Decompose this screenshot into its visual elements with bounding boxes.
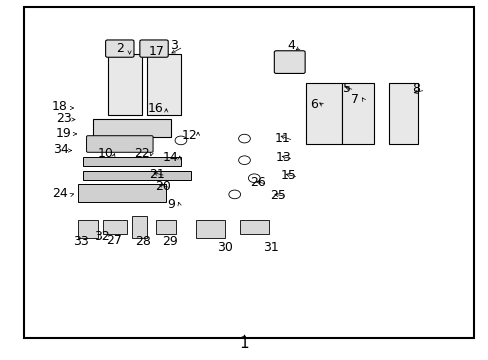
- Text: 22: 22: [134, 147, 149, 159]
- Bar: [78, 184, 166, 202]
- Bar: [83, 157, 181, 166]
- Text: 3: 3: [169, 39, 177, 51]
- Text: 30: 30: [217, 241, 232, 254]
- Text: 9: 9: [167, 198, 175, 211]
- Text: 5: 5: [343, 82, 350, 95]
- Text: 4: 4: [286, 39, 294, 51]
- Text: 31: 31: [263, 241, 279, 254]
- Text: 13: 13: [275, 151, 291, 164]
- Text: 29: 29: [162, 235, 178, 248]
- Text: 10: 10: [97, 147, 113, 160]
- FancyBboxPatch shape: [86, 136, 153, 152]
- Bar: [195, 220, 224, 238]
- Text: 24: 24: [52, 187, 67, 200]
- Circle shape: [175, 136, 186, 145]
- Text: 15: 15: [280, 169, 296, 182]
- Text: 26: 26: [250, 176, 265, 189]
- Circle shape: [228, 190, 240, 199]
- Bar: [305, 83, 342, 144]
- Text: 7: 7: [350, 93, 358, 105]
- Circle shape: [238, 134, 250, 143]
- Text: 6: 6: [310, 98, 318, 111]
- FancyBboxPatch shape: [274, 51, 305, 73]
- Text: 33: 33: [73, 235, 88, 248]
- Bar: [102, 220, 127, 234]
- Text: 14: 14: [162, 151, 178, 164]
- Text: 28: 28: [135, 235, 151, 248]
- Circle shape: [248, 174, 260, 183]
- PathPatch shape: [146, 54, 181, 115]
- Bar: [388, 83, 417, 144]
- Text: 1: 1: [239, 336, 249, 351]
- Text: 20: 20: [155, 180, 170, 193]
- PathPatch shape: [107, 54, 142, 115]
- Text: 8: 8: [411, 82, 419, 95]
- Text: 21: 21: [149, 168, 165, 181]
- Bar: [239, 220, 268, 234]
- Text: 12: 12: [182, 129, 197, 141]
- Text: 18: 18: [52, 100, 67, 113]
- Text: 16: 16: [147, 102, 163, 115]
- Text: 34: 34: [53, 143, 69, 156]
- Text: 27: 27: [106, 234, 122, 247]
- Text: 17: 17: [148, 45, 164, 58]
- Text: 19: 19: [56, 127, 71, 140]
- Bar: [83, 171, 190, 180]
- Text: 23: 23: [56, 112, 71, 125]
- Text: 11: 11: [274, 132, 290, 145]
- Bar: [342, 83, 373, 144]
- Bar: [78, 220, 98, 238]
- Bar: [156, 220, 176, 234]
- FancyBboxPatch shape: [140, 40, 168, 57]
- Text: 2: 2: [116, 42, 123, 55]
- PathPatch shape: [93, 119, 171, 137]
- Text: 25: 25: [269, 189, 285, 202]
- Text: 32: 32: [94, 230, 109, 243]
- Bar: [132, 216, 146, 238]
- Circle shape: [238, 156, 250, 165]
- FancyBboxPatch shape: [105, 40, 134, 57]
